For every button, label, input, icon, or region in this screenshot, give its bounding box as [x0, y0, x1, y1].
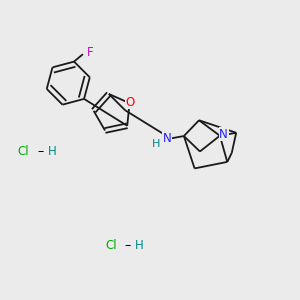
Text: –: – [124, 238, 131, 252]
Text: N: N [219, 128, 228, 141]
Text: H: H [135, 238, 144, 252]
Text: H: H [47, 145, 56, 158]
Text: Cl: Cl [18, 145, 29, 158]
Text: F: F [87, 46, 94, 59]
Text: H: H [152, 139, 160, 149]
Text: O: O [126, 96, 135, 109]
Text: –: – [37, 145, 43, 158]
Text: Cl: Cl [106, 238, 117, 252]
Text: N: N [163, 132, 171, 145]
